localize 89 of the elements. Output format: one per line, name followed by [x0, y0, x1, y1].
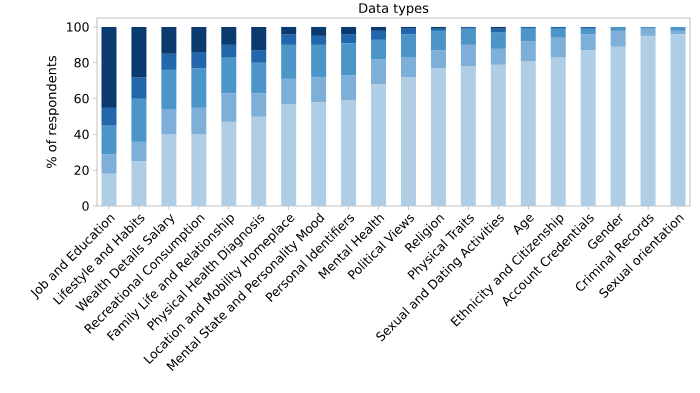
- bar: [400, 34, 416, 58]
- bar: [251, 62, 266, 94]
- bar: [400, 57, 416, 78]
- bar: [580, 34, 596, 50]
- bar: [251, 50, 266, 63]
- bar: [430, 68, 446, 206]
- bar: [610, 30, 626, 47]
- bar: [101, 125, 116, 154]
- bar: [281, 26, 296, 34]
- y-tick-label: 40: [74, 130, 89, 140]
- bar: [460, 66, 476, 206]
- bar: [161, 54, 176, 70]
- bar: [460, 44, 476, 66]
- bar: [251, 116, 266, 206]
- bar: [610, 46, 626, 206]
- bar: [341, 100, 356, 206]
- bar: [131, 98, 146, 142]
- bar: [131, 26, 146, 78]
- bar: [161, 26, 176, 54]
- bar: [221, 122, 236, 206]
- bar: [490, 48, 506, 65]
- bar: [191, 52, 206, 68]
- bar: [221, 93, 236, 122]
- bar: [191, 26, 206, 52]
- bar: [251, 26, 266, 50]
- bar: [131, 77, 146, 99]
- bar: [371, 26, 386, 31]
- bar: [101, 174, 116, 206]
- bar: [311, 77, 326, 102]
- bar: [400, 28, 416, 34]
- bar: [610, 26, 626, 31]
- bar: [580, 50, 596, 206]
- bar: [371, 84, 386, 206]
- bar: [251, 93, 266, 116]
- bar: [580, 28, 596, 34]
- bar: [400, 77, 416, 206]
- bar: [281, 44, 296, 79]
- bar: [640, 28, 656, 36]
- bar: [490, 32, 506, 48]
- bar: [550, 28, 566, 38]
- y-tick-label: 20: [74, 165, 89, 175]
- y-tick-label: 0: [82, 201, 89, 211]
- y-tick-label: 60: [74, 94, 89, 104]
- bar: [191, 108, 206, 134]
- bar: [281, 104, 296, 206]
- bar: [371, 39, 386, 60]
- bar: [371, 30, 386, 40]
- bar: [131, 142, 146, 162]
- bar: [341, 26, 356, 34]
- bar: [161, 70, 176, 110]
- bar: [161, 134, 176, 206]
- bar: [341, 34, 356, 44]
- bar: [640, 36, 656, 206]
- bar: [311, 26, 326, 36]
- bar: [221, 44, 236, 58]
- y-tick-label: 100: [67, 22, 89, 32]
- bar: [131, 161, 146, 206]
- bar: [221, 26, 236, 45]
- bar: [311, 36, 326, 45]
- bar: [191, 134, 206, 206]
- bar: [460, 28, 476, 45]
- bar: [490, 64, 506, 206]
- bar: [490, 28, 506, 32]
- bar: [101, 154, 116, 174]
- bar: [281, 78, 296, 104]
- chart-title: Data types: [359, 3, 428, 16]
- bar: [191, 68, 206, 108]
- bar: [670, 26, 686, 31]
- bar: [550, 57, 566, 206]
- bar: [161, 109, 176, 134]
- bar: [520, 60, 536, 206]
- bar: [520, 41, 536, 61]
- bar: [281, 34, 296, 45]
- bar: [341, 75, 356, 100]
- bar: [341, 43, 356, 76]
- bar: [670, 30, 686, 34]
- bar: [311, 44, 326, 78]
- bar: [670, 34, 686, 206]
- bar: [221, 57, 236, 94]
- bar: [520, 28, 536, 42]
- bar: [371, 59, 386, 84]
- bar: [101, 26, 116, 108]
- bar: [430, 30, 446, 50]
- bar: [430, 50, 446, 68]
- y-axis-title: % of respondents: [46, 56, 59, 168]
- y-tick-label: 80: [74, 58, 89, 68]
- bar: [101, 108, 116, 126]
- bar: [550, 38, 566, 58]
- bar: [311, 102, 326, 206]
